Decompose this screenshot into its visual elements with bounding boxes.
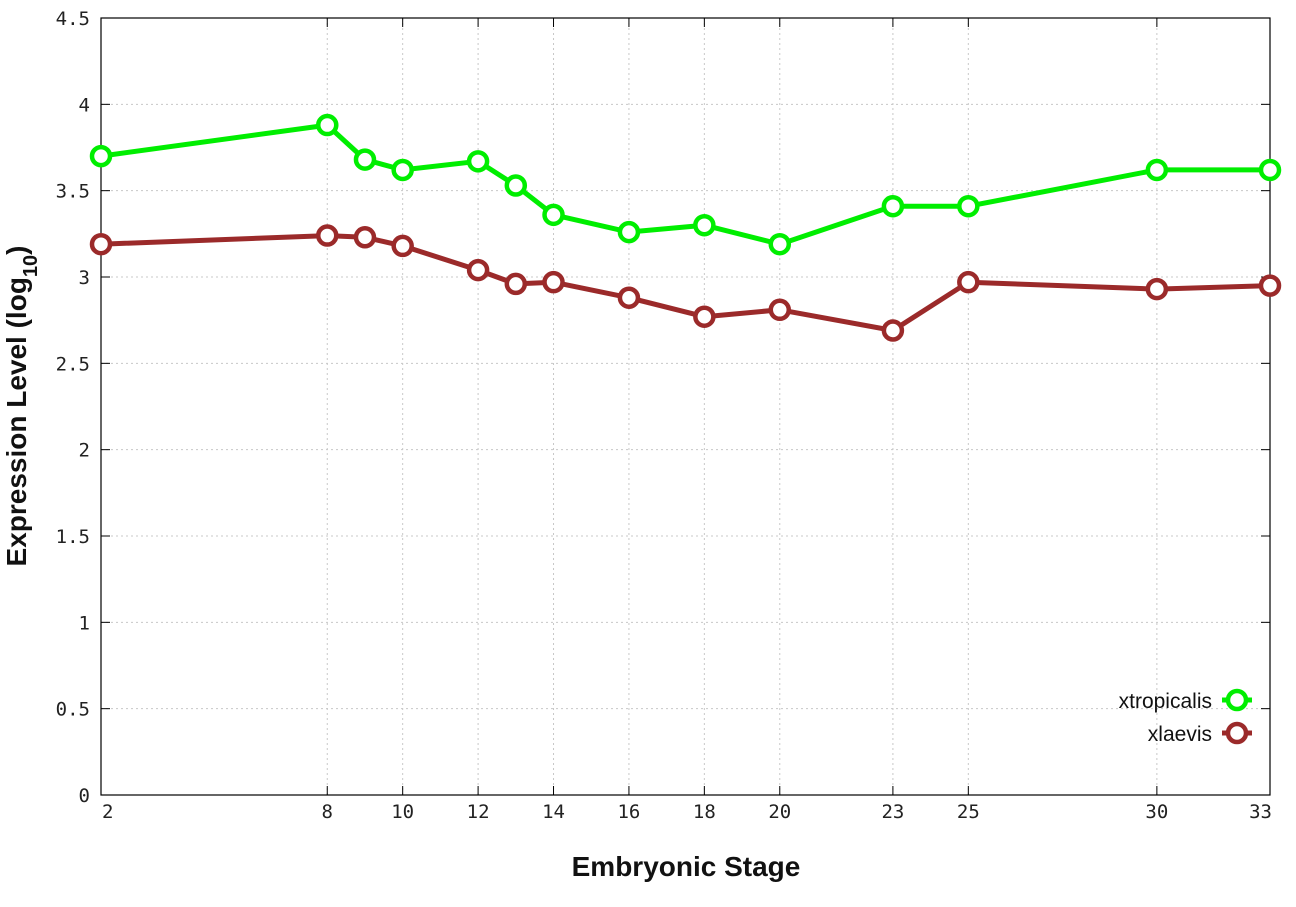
x-tick-label: 30 xyxy=(1145,801,1168,823)
x-tick-label: 23 xyxy=(881,801,904,823)
x-axis-title: Embryonic Stage xyxy=(572,851,801,882)
data-point-xlaevis xyxy=(316,224,339,247)
x-tick-label: 12 xyxy=(467,801,490,823)
legend-label: xlaevis xyxy=(1148,723,1212,746)
x-tick-label: 8 xyxy=(322,801,333,823)
legend-entry-xlaevis: xlaevis xyxy=(1148,721,1252,746)
x-tick-label: 2 xyxy=(102,801,113,823)
y-tick-label: 3.5 xyxy=(56,181,90,203)
data-point-xlaevis xyxy=(881,319,905,342)
data-point-xtropicalis xyxy=(881,194,905,218)
data-point-xlaevis xyxy=(1258,274,1282,297)
x-tick-label: 18 xyxy=(693,801,716,823)
data-point-xtropicalis xyxy=(504,174,528,197)
axis-titles: Embryonic Stage Expression Level (log10) xyxy=(1,246,800,883)
data-point-xlaevis xyxy=(957,270,980,294)
data-point-xtropicalis xyxy=(316,113,339,137)
data-point-xlaevis xyxy=(693,305,716,328)
data-point-xlaevis xyxy=(391,234,414,258)
series-xlaevis xyxy=(89,224,1282,342)
y-tick-label: 4.5 xyxy=(56,8,90,30)
data-point-xtropicalis xyxy=(1145,158,1169,182)
y-tick-label: 1 xyxy=(79,612,90,634)
y-tick-label: 4 xyxy=(79,94,90,116)
data-point-xlaevis xyxy=(542,270,565,294)
series-line-xtropicalis xyxy=(100,122,1270,247)
data-point-xlaevis xyxy=(353,226,377,249)
y-tick-label: 0 xyxy=(79,785,90,807)
x-tick-label: 20 xyxy=(768,801,791,823)
legend-marker-swatch xyxy=(1225,721,1249,745)
y-axis-title-main: Expression Level (log xyxy=(1,277,32,566)
series-line-xlaevis xyxy=(100,233,1271,333)
y-tick-label: 2.5 xyxy=(56,353,90,375)
data-point-xtropicalis xyxy=(542,203,565,227)
data-point-xtropicalis xyxy=(617,220,641,244)
legend: xtropicalis xlaevis xyxy=(1119,688,1252,746)
x-tick-label: 33 xyxy=(1249,801,1272,823)
y-tick-label: 2 xyxy=(79,440,90,462)
data-point-xtropicalis xyxy=(89,144,113,168)
series-group xyxy=(89,113,1282,342)
x-tick-label: 25 xyxy=(957,801,980,823)
series-xtropicalis xyxy=(89,113,1282,256)
legend-label: xtropicalis xyxy=(1119,690,1212,713)
data-point-xtropicalis xyxy=(693,213,716,237)
data-point-xlaevis xyxy=(1145,277,1169,301)
legend-entry-xtropicalis: xtropicalis xyxy=(1119,688,1252,713)
data-point-xtropicalis xyxy=(391,158,414,182)
data-point-xtropicalis xyxy=(768,232,792,256)
y-axis-title-close: ) xyxy=(1,246,32,255)
data-point-xtropicalis xyxy=(1258,158,1282,182)
data-point-xlaevis xyxy=(768,298,792,322)
data-point-xtropicalis xyxy=(466,150,490,173)
x-tick-label: 10 xyxy=(391,801,414,823)
legend-marker-swatch xyxy=(1225,688,1249,712)
axes: 0 0.5 1 1.5 2 2.5 3 3.5 4 4.5 2 8 10 12 14 16 18 20 23 25 30… xyxy=(56,8,1272,823)
x-tick-label: 14 xyxy=(542,801,565,823)
y-tick-label: 0.5 xyxy=(56,699,90,721)
data-point-xlaevis xyxy=(466,258,490,282)
y-axis-title-subscript: 10 xyxy=(20,255,42,277)
x-tick-label: 16 xyxy=(617,801,640,823)
data-point-xlaevis xyxy=(504,272,528,296)
plot-frame xyxy=(100,17,1271,796)
data-point-xlaevis xyxy=(617,286,641,309)
data-point-xlaevis xyxy=(89,232,113,256)
y-axis-title: Expression Level (log10) xyxy=(1,246,42,567)
data-point-xtropicalis xyxy=(353,148,377,171)
y-tick-label: 3 xyxy=(79,267,90,289)
data-point-xtropicalis xyxy=(957,194,980,218)
y-tick-label: 1.5 xyxy=(56,526,90,548)
